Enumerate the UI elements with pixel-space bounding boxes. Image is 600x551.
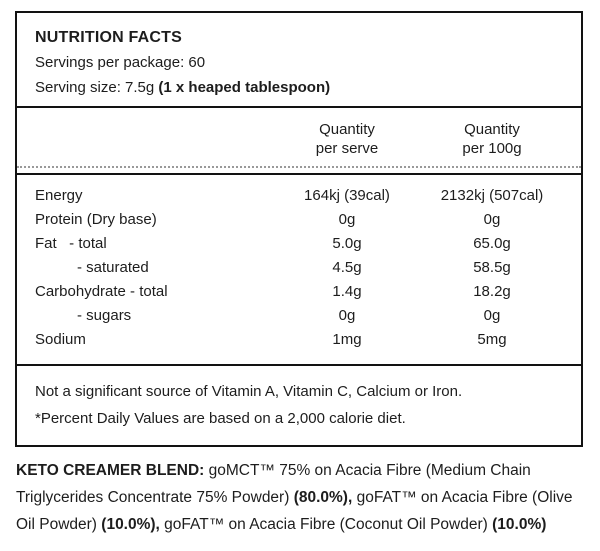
row-value-per-serve: 4.5g	[332, 259, 362, 276]
ingredients-percent: (10.0%),	[101, 516, 160, 533]
row-label: Fat - total	[35, 235, 107, 252]
serving-size: Serving size: 7.5g (1 x heaped tablespoo…	[35, 75, 563, 100]
footnote-significant-source: Not a significant source of Vitamin A, V…	[35, 383, 463, 400]
row-value-per-100g: 18.2g	[473, 283, 511, 300]
row-label: - saturated	[77, 259, 149, 276]
row-value-per-100g: 0g	[483, 211, 501, 228]
table-row-fat-saturated: - saturated 4.5g 58.5g	[35, 256, 567, 280]
ingredients-blend-title: KETO CREAMER BLEND:	[16, 462, 209, 479]
row-label: Carbohydrate - total	[35, 283, 168, 300]
nutrient-table: Energy 164kj (39cal) 2132kj (507cal) Pro…	[17, 173, 581, 364]
ingredients-percent: (10.0%)	[492, 516, 547, 533]
row-value-per-100g: 0g	[483, 307, 501, 324]
col-header-per-100g: Quantity per 100g	[417, 120, 567, 158]
table-row-energy: Energy 164kj (39cal) 2132kj (507cal)	[35, 184, 567, 208]
serving-size-value: Serving size: 7.5g	[35, 79, 159, 96]
row-value-per-serve: 1.4g	[332, 283, 362, 300]
row-label: - sugars	[77, 307, 132, 324]
panel-header-section: NUTRITION FACTS Servings per package: 60…	[17, 13, 581, 108]
panel-title: NUTRITION FACTS	[35, 29, 182, 46]
col-header-per-100g-line1: Quantity	[464, 121, 520, 138]
ingredients-segment: goMCT™ 75% on Acacia Fibre (Medium Chain…	[16, 462, 531, 506]
table-row-fat-total: Fat - total 5.0g 65.0g	[35, 232, 567, 256]
footnote-daily-values: *Percent Daily Values are based on a 2,0…	[35, 410, 406, 427]
col-header-per-serve: Quantity per serve	[277, 120, 417, 158]
row-value-per-100g: 5mg	[477, 331, 507, 348]
ingredients-segment: goFAT™ on Acacia Fibre (Olive Oil Powder…	[16, 489, 573, 533]
col-header-per-serve-line2: per serve	[315, 140, 379, 157]
column-headers-row: Quantity per serve Quantity per 100g	[17, 108, 581, 168]
row-value-per-serve: 5.0g	[332, 235, 362, 252]
row-value-per-100g: 65.0g	[473, 235, 511, 252]
nutrition-facts-panel: NUTRITION FACTS Servings per package: 60…	[15, 11, 583, 447]
serving-size-note: (1 x heaped tablespoon)	[158, 79, 331, 96]
row-label: Energy	[35, 187, 83, 204]
table-row-carbohydrate-total: Carbohydrate - total 1.4g 18.2g	[35, 280, 567, 304]
table-row-protein: Protein (Dry base) 0g 0g	[35, 208, 567, 232]
col-header-per-serve-line1: Quantity	[319, 121, 375, 138]
row-value-per-serve: 0g	[338, 211, 356, 228]
ingredients-paragraph: KETO CREAMER BLEND: goMCT™ 75% on Acacia…	[16, 457, 588, 538]
row-label: Sodium	[35, 331, 86, 348]
ingredients-segment: goFAT™ on Acacia Fibre (Coconut Oil Powd…	[159, 516, 493, 533]
row-value-per-100g: 58.5g	[473, 259, 511, 276]
row-value-per-serve: 0g	[338, 307, 356, 324]
row-label: Protein (Dry base)	[35, 211, 157, 228]
table-row-sodium: Sodium 1mg 5mg	[35, 328, 567, 352]
servings-per-package: Servings per package: 60	[35, 54, 206, 71]
table-row-sugars: - sugars 0g 0g	[35, 304, 567, 328]
footnotes-section: Not a significant source of Vitamin A, V…	[17, 364, 581, 445]
row-value-per-100g: 2132kj (507cal)	[440, 187, 544, 204]
col-header-per-100g-line2: per 100g	[462, 140, 522, 157]
ingredients-percent: (80.0%),	[293, 489, 353, 506]
row-value-per-serve: 1mg	[332, 331, 362, 348]
row-value-per-serve: 164kj (39cal)	[304, 187, 390, 204]
